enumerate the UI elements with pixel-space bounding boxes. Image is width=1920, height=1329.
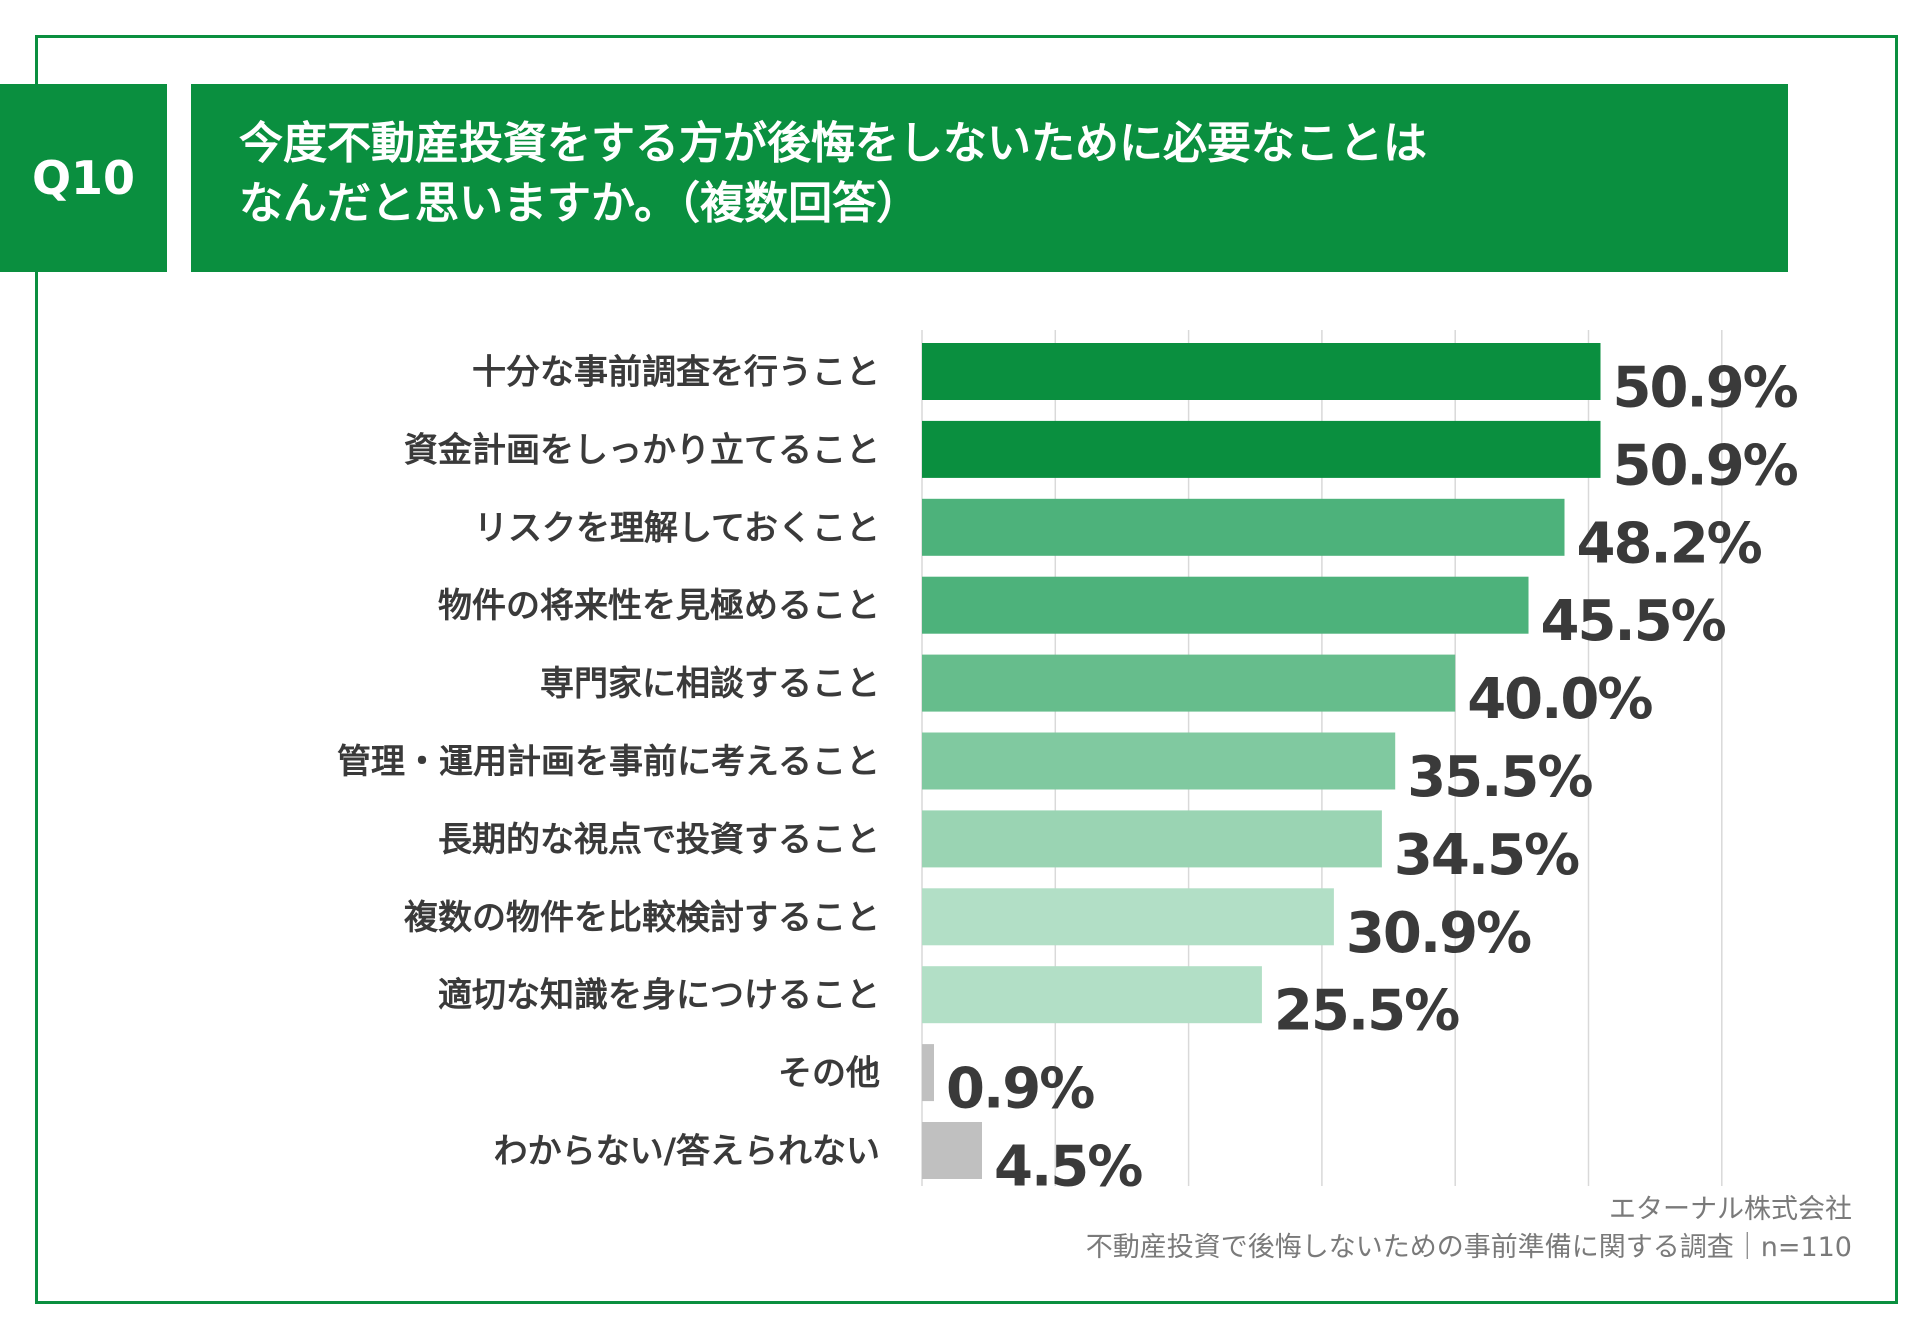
- bar: [922, 576, 1529, 634]
- category-label: 長期的な視点で投資すること: [438, 820, 880, 860]
- category-label: 複数の物件を比較検討すること: [404, 898, 880, 938]
- value-label: 0.9%: [946, 1057, 1094, 1122]
- value-label: 34.5%: [1394, 823, 1579, 888]
- category-label: 適切な知識を身につけること: [438, 976, 880, 1016]
- value-label: 40.0%: [1467, 667, 1652, 732]
- chart-frame: [35, 35, 1898, 1304]
- value-label: 50.9%: [1612, 433, 1797, 498]
- category-label: その他: [778, 1054, 880, 1094]
- bar: [922, 732, 1396, 790]
- value-label: 4.5%: [994, 1135, 1142, 1200]
- category-label: 専門家に相談すること: [540, 664, 880, 704]
- bar: [922, 966, 1262, 1024]
- bar: [922, 654, 1456, 712]
- question-title: 今度不動産投資をする方が後悔をしないために必要なことは なんだと思いますか。（複…: [191, 84, 1788, 272]
- value-label: 35.5%: [1407, 745, 1592, 810]
- question-title-line-2: なんだと思いますか。（複数回答）: [239, 178, 921, 229]
- value-label: 45.5%: [1541, 589, 1726, 654]
- bar: [922, 810, 1382, 868]
- category-label: 管理・運用計画を事前に考えること: [337, 742, 880, 782]
- category-label: 資金計画をしっかり立てること: [404, 430, 880, 470]
- category-label: 十分な事前調査を行うこと: [472, 353, 880, 393]
- category-label: わからない/答えられない: [494, 1132, 880, 1172]
- question-number: Q10: [31, 151, 136, 205]
- footer-company: エターナル株式会社: [1609, 1194, 1852, 1225]
- value-label: 30.9%: [1346, 901, 1531, 966]
- value-label: 48.2%: [1577, 511, 1762, 576]
- category-label: 物件の将来性を見極めること: [438, 586, 880, 626]
- question-title-line-1: 今度不動産投資をする方が後悔をしないために必要なことは: [239, 118, 1427, 169]
- footer-survey: 不動産投資で後悔しないための事前準備に関する調査｜n=110: [1085, 1232, 1852, 1263]
- value-label: 50.9%: [1612, 356, 1797, 421]
- footer: エターナル株式会社 不動産投資で後悔しないための事前準備に関する調査｜n=110: [1086, 1191, 1852, 1267]
- bar: [922, 343, 1601, 400]
- bar: [922, 888, 1334, 946]
- question-number-badge: Q10: [0, 84, 167, 272]
- category-label: リスクを理解しておくこと: [474, 508, 880, 548]
- value-label: 25.5%: [1274, 979, 1459, 1044]
- bar: [922, 420, 1601, 478]
- bar: [922, 1044, 934, 1102]
- bar: [922, 1122, 982, 1179]
- bar: [922, 498, 1565, 556]
